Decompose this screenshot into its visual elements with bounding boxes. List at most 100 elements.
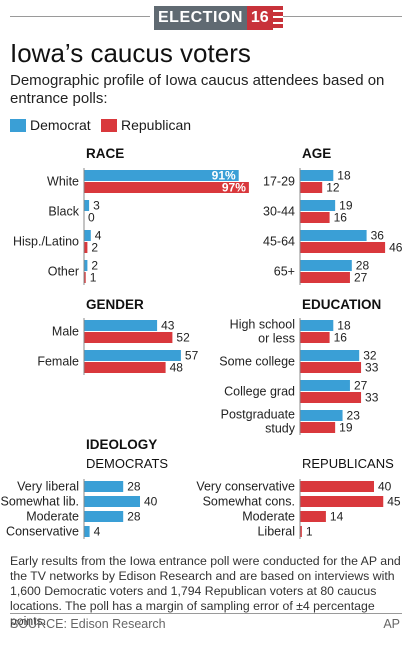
panel-title-ideology: IDEOLOGY [86, 437, 157, 452]
data-label: 1 [90, 271, 97, 285]
legend-label-democrat: Democrat [30, 117, 91, 133]
bar-democrat [84, 511, 124, 522]
category-label: Black [48, 205, 79, 219]
category-label: Postgraduate [221, 408, 295, 422]
panel-title-age: AGE [302, 146, 331, 161]
data-label: 18 [337, 169, 351, 183]
data-label: 28 [127, 480, 141, 494]
bar-democrat [300, 200, 336, 211]
data-label: 27 [354, 379, 368, 393]
bar-democrat [84, 320, 158, 331]
data-label: 33 [365, 361, 379, 375]
category-label: 45-64 [263, 235, 295, 249]
panel-subtitle-republicans: REPUBLICANS [302, 456, 394, 471]
category-label: Very conservative [196, 480, 295, 494]
category-label: study [265, 422, 296, 436]
bar-republican [300, 272, 350, 283]
bar-democrat [84, 481, 124, 492]
bar-republican [84, 272, 86, 283]
category-label: or less [258, 332, 295, 346]
category-label: Moderate [26, 510, 79, 524]
data-label: 14 [330, 510, 344, 524]
chart-title: Iowa’s caucus voters [10, 38, 251, 68]
category-label: High school [230, 318, 295, 332]
category-label: Liberal [257, 525, 295, 539]
data-label: 43 [161, 319, 175, 333]
category-label: Somewhat lib. [0, 495, 79, 509]
data-label: 52 [176, 331, 190, 345]
bar-democrat [300, 410, 343, 421]
category-label: College grad [224, 385, 295, 399]
data-label: 19 [339, 421, 353, 435]
data-label: 33 [365, 391, 379, 405]
category-label: Male [52, 325, 79, 339]
data-label: 4 [95, 229, 102, 243]
data-label: 46 [389, 241, 403, 255]
data-label: 27 [354, 271, 368, 285]
data-label: 28 [356, 259, 370, 273]
data-label: 28 [127, 510, 141, 524]
bar-democrat [300, 350, 360, 361]
bar-republican [300, 481, 374, 492]
bar-democrat [84, 526, 90, 537]
bar-democrat [84, 170, 239, 181]
category-label: 17-29 [263, 175, 295, 189]
data-label: 2 [91, 259, 98, 273]
category-label: Female [37, 355, 79, 369]
bar-republican [84, 332, 173, 343]
category-label: Somewhat cons. [203, 495, 295, 509]
data-label: 36 [371, 229, 385, 243]
banner-word: ELECTION [154, 6, 247, 30]
bar-republican [300, 212, 330, 223]
legend-label-republican: Republican [121, 117, 192, 133]
category-label: Moderate [242, 510, 295, 524]
legend-democrat: Democrat [10, 117, 91, 133]
data-label: 4 [94, 525, 101, 539]
credit-text: AP [383, 617, 400, 631]
data-label: 97% [222, 181, 246, 195]
source-rule [10, 613, 402, 614]
bar-republican [84, 362, 166, 373]
footnote: Early results from the Iowa entrance pol… [10, 554, 401, 628]
election-banner: ELECTION 16 [150, 6, 283, 30]
banner-number: 16 [246, 6, 283, 30]
data-label: 40 [144, 495, 158, 509]
category-label: 30-44 [263, 205, 295, 219]
bar-democrat [300, 380, 350, 391]
legend-swatch-republican [101, 118, 117, 132]
bar-democrat [84, 260, 88, 271]
data-label: 16 [334, 211, 348, 225]
bar-democrat [84, 496, 140, 507]
bar-democrat [300, 170, 334, 181]
bar-republican [84, 242, 88, 253]
data-label: 12 [326, 181, 340, 195]
data-label: 45 [387, 495, 401, 509]
panel-title-education: EDUCATION [302, 297, 381, 312]
data-label: 19 [339, 199, 353, 213]
bar-republican [300, 242, 386, 253]
bar-republican [300, 526, 302, 537]
bar-democrat [84, 200, 90, 211]
bar-democrat [300, 320, 334, 331]
bar-democrat [84, 230, 91, 241]
data-label: 57 [185, 349, 199, 363]
category-label: Other [48, 265, 79, 279]
category-label: Conservative [6, 525, 79, 539]
data-label: 0 [88, 211, 95, 225]
panel-title-race: RACE [86, 146, 124, 161]
bar-republican [300, 511, 326, 522]
data-label: 3 [93, 199, 100, 213]
bar-republican [300, 392, 362, 403]
bar-republican [300, 332, 330, 343]
chart-subtitle: Demographic profile of Iowa caucus atten… [10, 72, 385, 107]
category-label: White [47, 175, 79, 189]
category-label: Very liberal [17, 480, 79, 494]
bar-republican [300, 182, 323, 193]
data-label: 23 [347, 409, 361, 423]
bar-republican [300, 362, 362, 373]
data-label: 2 [91, 241, 98, 255]
data-label: 16 [334, 331, 348, 345]
legend-swatch-democrat [10, 118, 26, 132]
panel-subtitle-democrats: DEMOCRATS [86, 456, 168, 471]
